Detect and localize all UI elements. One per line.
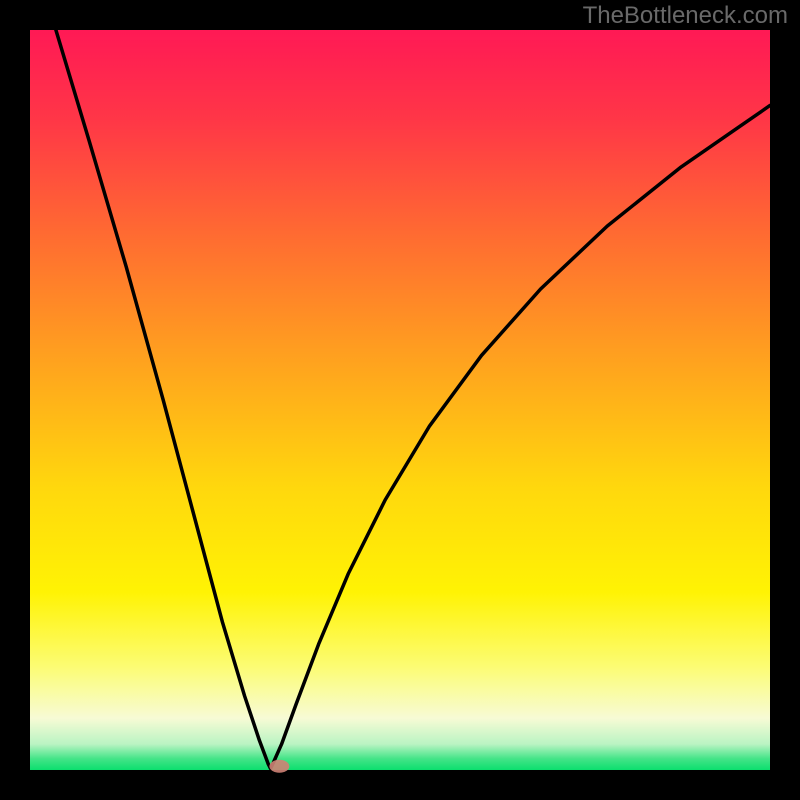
plot-area xyxy=(30,30,770,770)
bottleneck-chart-svg xyxy=(0,0,800,800)
watermark-label: TheBottleneck.com xyxy=(583,2,788,30)
optimal-point-marker xyxy=(269,760,289,773)
chart-container: TheBottleneck.com xyxy=(0,0,800,800)
